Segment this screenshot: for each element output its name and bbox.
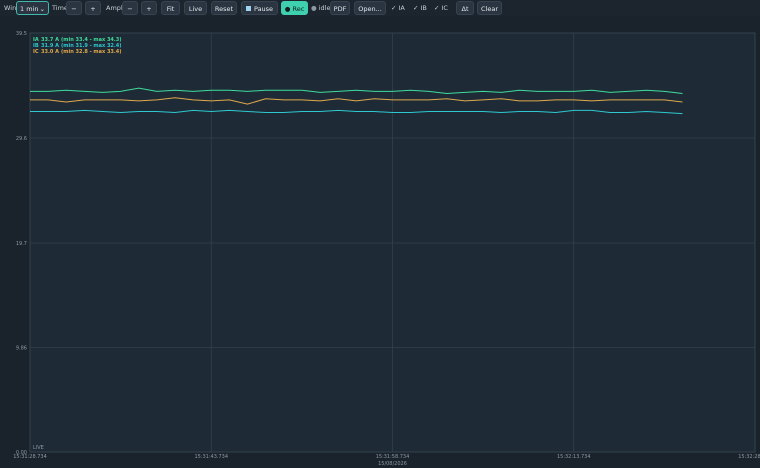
series-line	[30, 97, 683, 105]
ib-label: IB	[420, 4, 427, 12]
ampl-plus[interactable]: +	[141, 1, 157, 15]
ib-checkbox[interactable]: ✓ IB	[413, 4, 427, 12]
rec-button[interactable]: ● Rec	[281, 1, 308, 15]
ampl-label: Ampl	[106, 4, 123, 12]
status-text: idle	[318, 4, 331, 12]
legend-name: IC	[33, 49, 39, 55]
time-label: Time	[52, 4, 68, 12]
y-tick-label: 9.86	[16, 345, 27, 351]
fit-button[interactable]: Fit	[161, 1, 180, 15]
pause-icon	[245, 6, 251, 11]
live-button[interactable]: Live	[184, 1, 207, 15]
legend-name: IA	[33, 37, 39, 43]
win-label: Win	[4, 4, 17, 12]
ia-checkbox[interactable]: ✓ IA	[391, 4, 405, 12]
pause-text: Pause	[253, 5, 274, 13]
y-tick-label: 29.6	[16, 136, 27, 142]
x-tick-label: 15:31:43.734	[194, 454, 228, 460]
open-button[interactable]: Open...	[354, 1, 386, 15]
legend-range: (min 31.9 - max 32.4)	[61, 43, 122, 49]
y-tick-label: 19.7	[16, 241, 27, 247]
ic-label: IC	[441, 4, 448, 12]
time-minus[interactable]: −	[66, 1, 82, 15]
pause-button[interactable]: Pause	[241, 1, 278, 15]
rec-text: Rec	[292, 5, 305, 13]
legend-name: IB	[33, 43, 39, 49]
window-select[interactable]: 1 min ⌄	[16, 1, 49, 15]
x-tick-label: 15:31:28.734	[13, 454, 47, 460]
time-plus[interactable]: +	[85, 1, 101, 15]
delta-t-button[interactable]: Δt	[456, 1, 474, 15]
ia-label: IA	[398, 4, 405, 12]
rec-dot: ●	[284, 5, 293, 13]
x-tick-label: 15:32:13.734	[557, 454, 591, 460]
ic-checkbox[interactable]: ✓ IC	[434, 4, 448, 12]
dropdown-arrow: ⌄	[39, 5, 45, 13]
x-axis-label: 15/08/2026	[378, 461, 407, 467]
legend-readout: 33.7 A	[41, 37, 59, 43]
legend-readout: 33.0 A	[41, 49, 59, 55]
window-value: 1 min	[20, 5, 39, 13]
legend-readout: 31.9 A	[41, 43, 59, 49]
legend-range: (min 32.8 - max 33.4)	[61, 49, 122, 55]
reset-button[interactable]: Reset	[211, 1, 237, 15]
y-tick-label: 0.00	[16, 450, 27, 456]
series-line	[30, 109, 683, 115]
status-dot: ●	[311, 4, 319, 12]
status: ● idle	[311, 1, 331, 15]
legend-range: (min 33.4 - max 34.3)	[61, 37, 122, 43]
toolbar: Win 1 min ⌄ Time − + Ampl − + Fit Live Re…	[0, 0, 760, 16]
series-line	[30, 87, 683, 94]
pdf-button[interactable]: PDF	[330, 1, 350, 15]
x-tick-label: 15:31:58.734	[376, 454, 410, 460]
x-tick-label: 15:32:28.734	[738, 454, 760, 460]
y-tick-label: 39.5	[16, 31, 27, 37]
clear-button[interactable]: Clear	[477, 1, 502, 15]
ampl-minus[interactable]: −	[122, 1, 138, 15]
mode-label: LIVE	[33, 445, 44, 451]
